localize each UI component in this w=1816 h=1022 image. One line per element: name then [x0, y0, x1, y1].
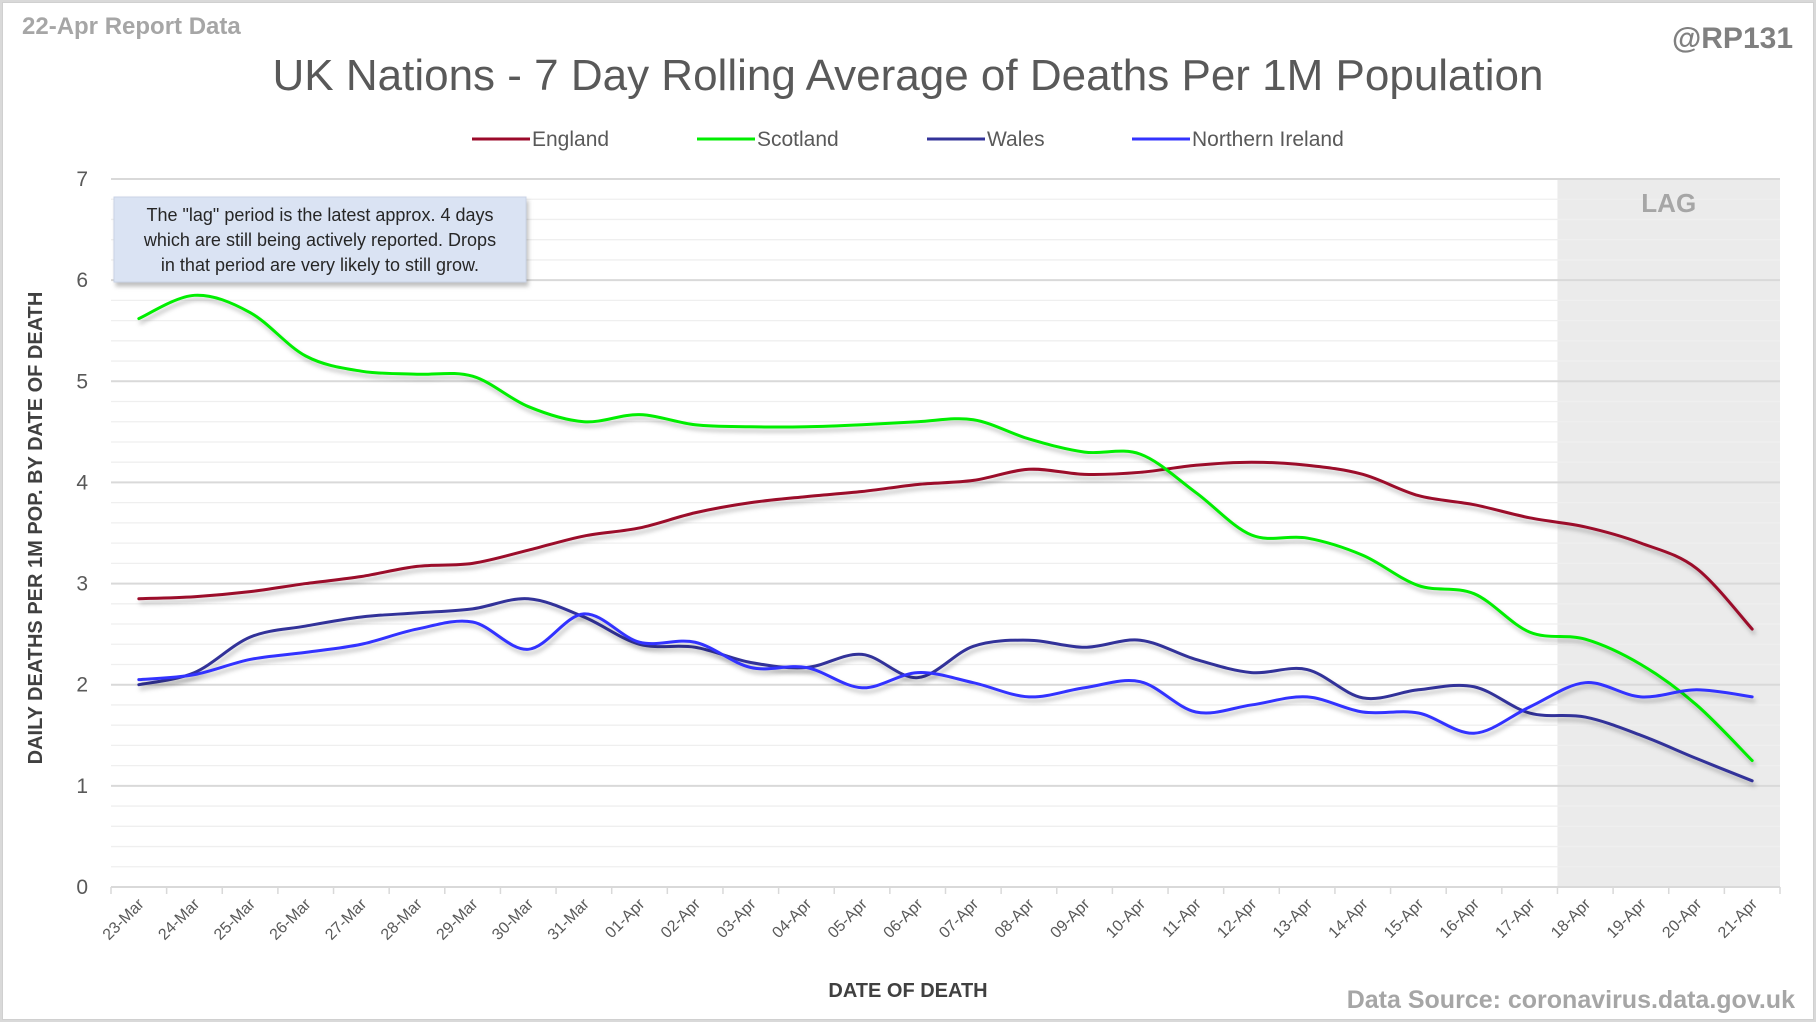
- y-tick-label: 1: [76, 775, 88, 798]
- lag-region: [1557, 179, 1780, 887]
- series-line-northern-ireland: [137, 612, 1754, 735]
- x-tick-label: 01-Apr: [602, 895, 648, 941]
- x-tick-label: 04-Apr: [769, 895, 815, 941]
- y-tick-label: 5: [76, 370, 88, 393]
- x-tick-label: 19-Apr: [1604, 895, 1650, 941]
- x-tick-label: 14-Apr: [1326, 895, 1372, 941]
- lag-note: [113, 196, 527, 283]
- y-tick-label: 2: [76, 674, 88, 697]
- legend-label-england: England: [532, 128, 609, 151]
- x-tick-label: 28-Mar: [378, 895, 426, 943]
- y-tick-label: 0: [76, 876, 88, 899]
- x-tick-label: 23-Mar: [100, 895, 148, 943]
- y-tick-label: 6: [76, 269, 88, 292]
- x-tick-label: 21-Apr: [1715, 895, 1761, 941]
- lag-note-line-2: which are still being actively reported.…: [143, 230, 496, 250]
- y-tick-label: 4: [76, 471, 88, 494]
- y-tick-label: 3: [76, 573, 88, 596]
- x-tick-label: 17-Apr: [1492, 895, 1538, 941]
- lag-label: LAG: [1641, 188, 1696, 218]
- chart-title: UK Nations - 7 Day Rolling Average of De…: [273, 51, 1544, 100]
- series-line-wales: [137, 597, 1754, 783]
- data-source: Data Source: coronavirus.data.gov.uk: [1347, 986, 1795, 1014]
- author-handle: @RP131: [1672, 22, 1793, 55]
- x-tick-label: 12-Apr: [1214, 895, 1260, 941]
- y-tick-label: 7: [76, 168, 88, 191]
- x-tick-label: 09-Apr: [1047, 895, 1093, 941]
- x-tick-label: 25-Mar: [211, 895, 259, 943]
- series-lines: [137, 293, 1754, 783]
- x-tick-label: 31-Mar: [545, 895, 593, 943]
- legend-label-wales: Wales: [987, 128, 1045, 151]
- series-line-england: [137, 460, 1754, 631]
- gridlines: [111, 178, 1780, 888]
- y-axis-title: DAILY DEATHS PER 1M POP. BY DATE OF DEAT…: [25, 292, 47, 765]
- x-tick-label: 30-Mar: [489, 895, 537, 943]
- x-axis-ticks: 23-Mar 24-Mar 25-Mar 26-Mar 27-Mar 28-Mar 29-M…: [100, 887, 1781, 944]
- legend-label-scotland: Scotland: [757, 128, 839, 151]
- x-tick-label: 02-Apr: [658, 895, 704, 941]
- lag-note-line-3: in that period are very likely to still …: [161, 255, 479, 275]
- y-axis-ticks: 0 1 2 3 4 5 6 7: [76, 168, 88, 899]
- series-line-scotland: [137, 293, 1754, 763]
- x-tick-label: 13-Apr: [1270, 895, 1316, 941]
- x-tick-label: 07-Apr: [936, 895, 982, 941]
- x-tick-label: 15-Apr: [1381, 895, 1427, 941]
- x-tick-label: 03-Apr: [714, 895, 760, 941]
- report-label: 22-Apr Report Data: [22, 13, 241, 40]
- x-tick-label: 11-Apr: [1160, 895, 1206, 941]
- x-tick-label: 24-Mar: [155, 895, 203, 943]
- x-tick-label: 08-Apr: [992, 895, 1038, 941]
- x-tick-label: 20-Apr: [1659, 895, 1705, 941]
- x-tick-label: 29-Mar: [434, 895, 482, 943]
- x-tick-label: 10-Apr: [1103, 895, 1149, 941]
- x-tick-label: 16-Apr: [1437, 895, 1483, 941]
- x-tick-label: 05-Apr: [825, 895, 871, 941]
- legend: England Scotland Wales Northern Ireland: [472, 128, 1344, 151]
- x-tick-label: 18-Apr: [1548, 895, 1594, 941]
- x-tick-label: 06-Apr: [881, 895, 927, 941]
- x-tick-label: 27-Mar: [322, 895, 370, 943]
- lag-note-box: [113, 196, 527, 283]
- lag-note-line-1: The "lag" period is the latest approx. 4…: [147, 205, 494, 225]
- legend-label-northern-ireland: Northern Ireland: [1192, 128, 1344, 151]
- x-axis-title: DATE OF DEATH: [828, 980, 987, 1002]
- x-tick-label: 26-Mar: [267, 895, 315, 943]
